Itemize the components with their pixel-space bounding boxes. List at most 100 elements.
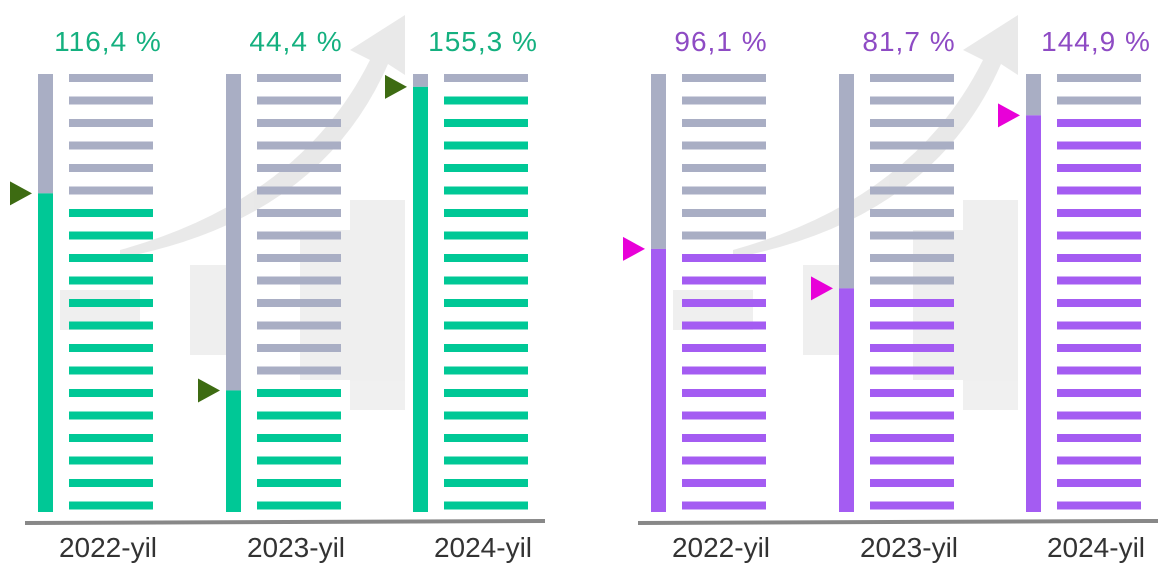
stripe-left-2023-yil-9 xyxy=(257,276,341,285)
stripe-right-2022-yil-10 xyxy=(682,299,766,307)
value-label-right-2022: 96,1 % xyxy=(674,26,768,57)
year-label-right-2024: 2024-yil xyxy=(1046,532,1146,563)
stripe-right-2024-yil-3 xyxy=(1057,141,1141,150)
chart-right-canvas xyxy=(623,15,1159,525)
stripe-right-2024-yil-15 xyxy=(1057,411,1141,420)
stripe-left-2023-yil-18 xyxy=(257,479,341,487)
stripe-right-2022-yil-19 xyxy=(682,501,766,510)
stripe-left-2024-yil-7 xyxy=(444,231,528,240)
stripe-left-2022-yil-0 xyxy=(69,74,153,82)
stripe-left-2022-yil-17 xyxy=(69,456,153,465)
bar-left-2024-yil xyxy=(413,86,428,513)
stripe-left-2023-yil-12 xyxy=(257,344,341,352)
stripe-right-2022-yil-9 xyxy=(682,276,766,285)
stripe-right-2024-yil-19 xyxy=(1057,501,1141,510)
stripe-right-2022-yil-0 xyxy=(682,74,766,82)
stripe-left-2024-yil-4 xyxy=(444,164,528,172)
stripe-left-2023-yil-14 xyxy=(257,389,341,397)
stripe-left-2023-yil-16 xyxy=(257,434,341,442)
stripe-left-2024-yil-13 xyxy=(444,366,528,375)
stripe-left-2022-yil-12 xyxy=(69,344,153,352)
stripe-right-2024-yil-6 xyxy=(1057,209,1141,217)
stripe-left-2023-yil-7 xyxy=(257,231,341,240)
year-label-left-2024: 2024-yil xyxy=(433,532,533,563)
bar-right-2022-yil xyxy=(651,248,666,512)
stripe-left-2022-yil-11 xyxy=(69,321,153,330)
stripe-right-2022-yil-13 xyxy=(682,366,766,375)
stripe-left-2024-yil-9 xyxy=(444,276,528,285)
stripe-right-2022-yil-12 xyxy=(682,344,766,352)
stripe-right-2023-yil-2 xyxy=(870,119,954,127)
stripe-right-2023-yil-19 xyxy=(870,501,954,510)
stripe-right-2023-yil-13 xyxy=(870,366,954,375)
stripe-left-2022-yil-7 xyxy=(69,231,153,240)
stripe-left-2024-yil-8 xyxy=(444,254,528,262)
stripe-right-2024-yil-5 xyxy=(1057,186,1141,195)
value-label-right-2023: 81,7 % xyxy=(862,26,956,57)
stripe-left-2023-yil-4 xyxy=(257,164,341,172)
stripe-right-2023-yil-18 xyxy=(870,479,954,487)
stripe-right-2023-yil-16 xyxy=(870,434,954,442)
stripe-right-2024-yil-16 xyxy=(1057,434,1141,442)
year-label-right-2023: 2023-yil xyxy=(859,532,959,563)
stripe-left-2023-yil-11 xyxy=(257,321,341,330)
indicator-track-right-2022-yil xyxy=(651,74,666,249)
stripe-left-2023-yil-0 xyxy=(257,74,341,82)
stripe-left-2024-yil-15 xyxy=(444,411,528,420)
stripe-left-2022-yil-5 xyxy=(69,186,153,195)
bar-left-2022-yil xyxy=(38,193,53,513)
stripe-left-2024-yil-5 xyxy=(444,186,528,195)
stripe-right-2023-yil-10 xyxy=(870,299,954,307)
stripe-left-2022-yil-9 xyxy=(69,276,153,285)
stripe-right-2022-yil-17 xyxy=(682,456,766,465)
stripe-left-2023-yil-5 xyxy=(257,186,341,195)
year-label-left-2023: 2023-yil xyxy=(246,532,346,563)
stripe-right-2023-yil-1 xyxy=(870,96,954,105)
stripe-left-2023-yil-17 xyxy=(257,456,341,465)
indicator-track-left-2024-yil xyxy=(413,74,428,87)
stripe-left-2024-yil-10 xyxy=(444,299,528,307)
stripe-right-2023-yil-4 xyxy=(870,164,954,172)
stripe-left-2022-yil-1 xyxy=(69,96,153,105)
stripe-right-2023-yil-11 xyxy=(870,321,954,330)
stripe-right-2024-yil-4 xyxy=(1057,164,1141,172)
stripe-right-2024-yil-8 xyxy=(1057,254,1141,262)
value-label-right-2024: 144,9 % xyxy=(1041,26,1151,57)
stripe-left-2024-yil-3 xyxy=(444,141,528,150)
stripe-right-2023-yil-3 xyxy=(870,141,954,150)
stripe-left-2022-yil-6 xyxy=(69,209,153,217)
year-label-left-2022: 2022-yil xyxy=(58,532,158,563)
stripe-left-2024-yil-1 xyxy=(444,96,528,105)
stripe-right-2023-yil-17 xyxy=(870,456,954,465)
stripe-left-2024-yil-16 xyxy=(444,434,528,442)
stripe-left-2022-yil-14 xyxy=(69,389,153,397)
stripe-right-2024-yil-11 xyxy=(1057,321,1141,330)
stripe-left-2022-yil-2 xyxy=(69,119,153,127)
stripe-right-2023-yil-8 xyxy=(870,254,954,262)
stripe-left-2023-yil-19 xyxy=(257,501,341,510)
stripe-right-2024-yil-7 xyxy=(1057,231,1141,240)
indicator-track-right-2024-yil xyxy=(1026,74,1041,116)
level-marker-left-2022-yil xyxy=(10,181,32,206)
stripe-left-2022-yil-13 xyxy=(69,366,153,375)
stripe-right-2023-yil-5 xyxy=(870,186,954,195)
stripe-right-2022-yil-14 xyxy=(682,389,766,397)
bar-left-2023-yil xyxy=(226,390,241,512)
stripe-left-2024-yil-14 xyxy=(444,389,528,397)
stripe-right-2024-yil-12 xyxy=(1057,344,1141,352)
stripe-right-2024-yil-14 xyxy=(1057,389,1141,397)
stripe-right-2024-yil-18 xyxy=(1057,479,1141,487)
chart-left-canvas xyxy=(10,15,546,525)
stripe-right-2022-yil-16 xyxy=(682,434,766,442)
stripe-right-2024-yil-1 xyxy=(1057,96,1141,105)
stripe-left-2023-yil-15 xyxy=(257,411,341,420)
stripe-right-2023-yil-12 xyxy=(870,344,954,352)
stripe-left-2024-yil-18 xyxy=(444,479,528,487)
stripe-left-2022-yil-4 xyxy=(69,164,153,172)
stripe-left-2023-yil-3 xyxy=(257,141,341,150)
stripe-left-2023-yil-13 xyxy=(257,366,341,375)
stripe-left-2023-yil-8 xyxy=(257,254,341,262)
stripe-left-2022-yil-19 xyxy=(69,501,153,510)
level-marker-left-2024-yil xyxy=(385,74,407,99)
stripe-right-2023-yil-9 xyxy=(870,276,954,285)
